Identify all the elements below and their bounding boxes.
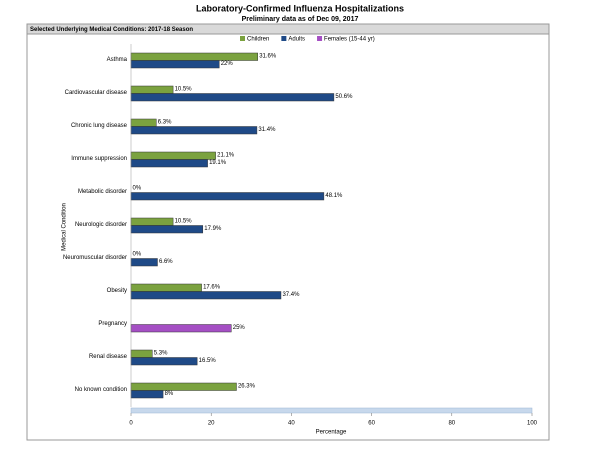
y-tick-label: Neurologic disorder xyxy=(75,222,127,228)
legend-label: Females (15-44 yr) xyxy=(324,36,375,42)
value-label: 31.6% xyxy=(259,53,277,59)
value-label: 16.5% xyxy=(199,358,217,364)
value-label: 0% xyxy=(133,185,142,191)
legend-swatch xyxy=(240,36,245,41)
panel-title: Selected Underlying Medical Conditions: … xyxy=(30,27,193,33)
value-label: 17.6% xyxy=(203,284,221,290)
value-label: 6.3% xyxy=(158,119,172,125)
legend-label: Children xyxy=(247,36,269,42)
x-tick-label: 0 xyxy=(129,421,133,427)
bar xyxy=(130,85,174,94)
legend-swatch xyxy=(281,36,287,41)
y-tick-label: No known condition xyxy=(75,387,127,393)
y-tick-label: Obesity xyxy=(107,288,127,294)
panel xyxy=(26,23,550,441)
axis-band xyxy=(130,407,533,414)
value-label: 10.5% xyxy=(175,86,193,92)
bar xyxy=(130,357,198,366)
y-axis-label: Medical Condition xyxy=(62,203,68,251)
bar xyxy=(130,126,258,135)
y-tick-label: Asthma xyxy=(107,57,128,63)
legend-label: Adults xyxy=(288,36,305,42)
legend-swatch xyxy=(317,36,323,41)
bar xyxy=(130,390,164,399)
value-label: 25% xyxy=(233,325,246,331)
value-label: 22% xyxy=(221,61,234,67)
value-label: 5.3% xyxy=(154,350,168,356)
value-label: 19.1% xyxy=(209,160,227,166)
y-tick-label: Metabolic disorder xyxy=(78,189,127,195)
bar xyxy=(130,324,232,333)
y-tick-label: Cardiovascular disease xyxy=(65,90,128,96)
bar xyxy=(130,283,202,292)
bar xyxy=(130,192,325,201)
panel-header xyxy=(26,23,550,35)
bar xyxy=(130,291,282,300)
value-label: 0% xyxy=(133,251,142,257)
bar xyxy=(130,52,258,61)
bar xyxy=(130,159,208,168)
value-label: 10.5% xyxy=(175,218,193,224)
bar xyxy=(130,118,157,127)
x-tick-label: 60 xyxy=(368,421,375,427)
value-label: 26.3% xyxy=(238,383,256,389)
value-label: 50.6% xyxy=(335,94,353,100)
y-tick-label: Chronic lung disease xyxy=(71,123,128,129)
bar xyxy=(130,382,237,391)
value-label: 31.4% xyxy=(258,127,276,133)
x-tick-label: 80 xyxy=(448,421,455,427)
bar xyxy=(130,151,216,160)
x-tick-label: 20 xyxy=(208,421,215,427)
y-tick-label: Immune suppression xyxy=(71,156,127,162)
value-label: 48.1% xyxy=(325,193,343,199)
value-label: 8% xyxy=(165,391,174,397)
bar xyxy=(130,258,158,267)
x-tick-label: 40 xyxy=(288,421,295,427)
chart-subtitle: Preliminary data as of Dec 09, 2017 xyxy=(242,16,359,23)
value-label: 17.9% xyxy=(204,226,222,232)
value-label: 37.4% xyxy=(282,292,300,298)
value-label: 21.1% xyxy=(217,152,235,158)
value-label: 6.6% xyxy=(159,259,173,265)
x-axis-label: Percentage xyxy=(316,430,347,436)
bar xyxy=(130,93,335,102)
bar xyxy=(130,225,204,234)
bar xyxy=(130,217,174,226)
bar xyxy=(130,60,220,69)
bar xyxy=(130,349,153,358)
y-tick-label: Renal disease xyxy=(89,354,128,360)
chart-title: Laboratory-Confirmed Influenza Hospitali… xyxy=(196,3,404,13)
y-tick-label: Pregnancy xyxy=(98,321,127,327)
x-tick-label: 100 xyxy=(527,421,538,427)
y-tick-label: Neuromuscular disorder xyxy=(63,255,127,261)
